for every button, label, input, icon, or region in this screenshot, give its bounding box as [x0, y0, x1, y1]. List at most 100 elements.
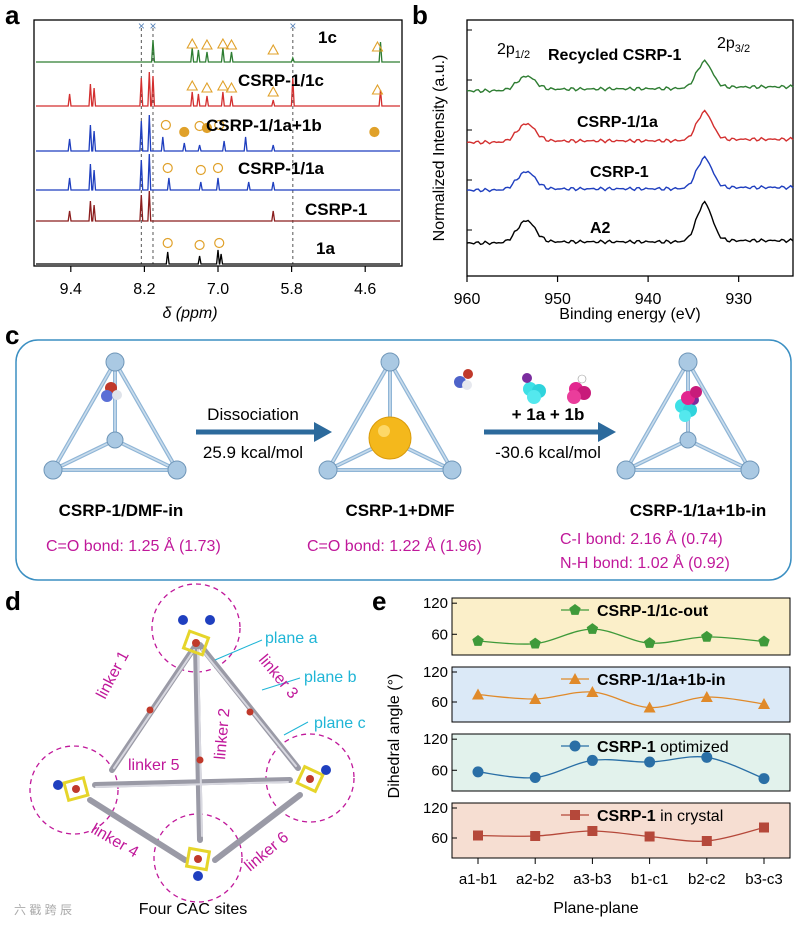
step1-label: Dissociation: [207, 405, 299, 424]
dihedral-subplot-frame: [451, 597, 791, 656]
dihedral-point: [586, 754, 598, 766]
nmr-circle-markers: [160, 119, 380, 251]
linker-2-highlight: [197, 649, 203, 837]
nmr-spectrum-1a: [36, 249, 400, 265]
dihedral-x-tick-label: a1-b1: [459, 871, 497, 888]
state1-name: CSRP-1/DMF-in: [59, 501, 184, 520]
dihedral-x-tick-label: a2-b2: [516, 871, 554, 888]
xps-trace-csrp-1a: [466, 109, 794, 145]
dihedral-legend-label: CSRP-1/1a+1b-in: [597, 672, 725, 689]
xps-x-axis-label: Binding energy (eV): [559, 306, 700, 323]
dihedral-point: [643, 701, 656, 713]
molecule-1a: [522, 373, 546, 404]
nmr-triangle-marker: [216, 79, 229, 91]
dihedral-point: [759, 822, 769, 833]
xps-spectra: [466, 59, 794, 246]
dihedral-point: [473, 830, 483, 841]
dihedral-point: [586, 686, 599, 697]
xps-peak-label-2p12-main: 2p: [497, 41, 515, 58]
dihedral-legend-suffix: optimized: [656, 739, 729, 756]
dihedral-point: [472, 766, 484, 778]
step2-label: + 1a + 1b: [512, 405, 585, 424]
state3-bond2: N-H bond: 1.02 Å (0.92): [560, 553, 730, 572]
nmr-label-csrp-1c: CSRP-1/1c: [238, 71, 324, 90]
dihedral-y-tick-label: 60: [431, 830, 448, 847]
nmr-x-ticks: 9.4 8.2 7.0 5.8 4.6: [60, 266, 376, 298]
guest-1a-atom3: [679, 410, 691, 422]
linker-1-label: linker 1: [94, 648, 133, 702]
cac-site-left: [29, 745, 119, 835]
metal-clusters: [53, 615, 331, 881]
xps-peak-label-2p32-main: 2p: [717, 35, 735, 52]
dihedral-subplot-4: 60 120 CSRP-1 in crystal: [423, 800, 791, 859]
dihedral-legend-suffix: in crystal: [656, 808, 724, 825]
nmr-x-tick-label: 4.6: [354, 281, 376, 298]
nmr-label-1c: 1c: [318, 28, 337, 47]
nmr-label-csrp-1a1b: CSRP-1/1a+1b: [206, 116, 322, 135]
panel-a-letter: a: [5, 0, 20, 30]
panel-d-letter: d: [5, 586, 21, 616]
cluster-bottom: [184, 846, 212, 872]
arrow-dissociation-head: [314, 422, 332, 442]
linker-1-oxygen: [146, 706, 154, 714]
free-dmf-white: [462, 380, 472, 390]
dihedral-subplot-1: 60 120 CSRP-1/1c-out: [423, 595, 791, 656]
step2-energy: -30.6 kcal/mol: [495, 443, 601, 462]
linker-5-bar: [92, 777, 293, 788]
dihedral-y-tick-label: 60: [431, 762, 448, 779]
free-dmf-red: [463, 369, 473, 379]
nmr-circle-marker: [160, 119, 171, 131]
molecule-1a-atom3: [527, 390, 541, 404]
xps-peak-label-2p32-sub: 3/2: [735, 43, 750, 55]
dihedral-y-tick-label: 120: [423, 664, 448, 681]
dihedral-point: [758, 698, 770, 709]
dihedral-y-tick-label: 120: [423, 731, 448, 748]
linker-3-highlight: [201, 649, 297, 767]
nmr-label-csrp-1a: CSRP-1/1a: [238, 159, 325, 178]
xps-plot-frame: [466, 19, 794, 277]
dihedral-legend-label: CSRP-1 optimized: [597, 739, 729, 756]
dihedral-point: [700, 691, 713, 702]
nmr-triangle-markers: [186, 37, 384, 97]
xps-label-csrp-1a: CSRP-1/1a: [577, 114, 658, 131]
nmr-x-tick-label: 9.4: [60, 281, 82, 298]
panel-a: a × × × 1c CSRP-1/1c CSRP-1/1a+1b CSRP-1/1…: [5, 0, 403, 322]
dihedral-point: [529, 693, 542, 704]
cavity-sphere: [368, 416, 412, 460]
dihedral-point: [472, 635, 484, 646]
nmr-triangle-marker: [201, 81, 213, 93]
nmr-spectrum-CSRP-1/1c: [36, 71, 400, 107]
nmr-circle-marker: [214, 119, 225, 131]
xps-y-axis-label: Normalized Intensity (a.u.): [431, 55, 448, 242]
xps-peak-label-2p12: 2p1/2: [497, 41, 530, 61]
xps-peak-label-2p12-sub: 1/2: [515, 49, 530, 61]
cavity-highlight: [378, 425, 390, 437]
dihedral-y-tick-label: 60: [431, 626, 448, 643]
state2-name: CSRP-1+DMF: [345, 501, 454, 520]
cluster-left: [62, 775, 90, 803]
plane-a-leader: [214, 639, 263, 661]
dihedral-legend-name: CSRP-1: [597, 739, 656, 756]
nmr-triangle-marker: [371, 83, 384, 95]
dihedral-y-tick-label: 120: [423, 800, 448, 817]
dihedral-point: [569, 604, 581, 615]
dihedral-point: [569, 673, 581, 684]
molecule-1a-iodine: [522, 373, 532, 383]
linker-3-oxygen: [246, 708, 254, 716]
nmr-circle-marker: [195, 164, 206, 176]
panel-c-frame: [15, 339, 792, 581]
linker-2-label: linker 2: [212, 707, 233, 760]
nmr-triangle-marker: [216, 37, 229, 49]
nmr-x-axis-label: δ (ppm): [162, 305, 217, 322]
xps-trace-recycled: [466, 59, 794, 94]
nmr-spectra: [36, 39, 400, 265]
nmr-label-csrp-1: CSRP-1: [305, 200, 367, 219]
nmr-triangle-marker: [267, 85, 280, 97]
arrow-association-head: [598, 422, 616, 442]
cluster-left-ligand: [53, 780, 63, 790]
cluster-right: [295, 764, 325, 794]
nmr-x-tick-label: 5.8: [280, 281, 302, 298]
dihedral-point: [472, 688, 484, 700]
dmf-molecule-white: [112, 390, 122, 400]
xps-label-recycled: Recycled CSRP-1: [548, 47, 681, 64]
